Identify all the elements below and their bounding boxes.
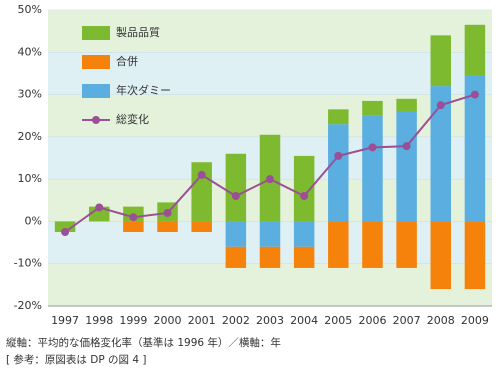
bar-segment bbox=[225, 221, 247, 247]
bar-segment bbox=[396, 98, 417, 112]
legend-marker bbox=[92, 116, 100, 124]
line-point bbox=[163, 208, 172, 217]
x-tick-label: 2007 bbox=[393, 314, 421, 327]
bar-segment bbox=[259, 221, 281, 247]
x-tick-label: 1999 bbox=[119, 314, 147, 327]
x-tick-label: 1998 bbox=[85, 314, 113, 327]
x-tick-label: 2004 bbox=[290, 314, 318, 327]
x-tick-label: 2002 bbox=[222, 314, 250, 327]
grid-band bbox=[48, 94, 492, 137]
line-point bbox=[231, 192, 240, 201]
bar-segment bbox=[54, 221, 76, 232]
legend-label: 総変化 bbox=[116, 112, 149, 126]
y-tick-label: 0% bbox=[25, 214, 42, 227]
bar-segment bbox=[464, 24, 486, 76]
bar-segment bbox=[225, 153, 247, 222]
x-tick-label: 2000 bbox=[154, 314, 182, 327]
line-point bbox=[266, 175, 274, 184]
bar-segment bbox=[362, 221, 383, 268]
line-point bbox=[470, 90, 479, 99]
bar-segment bbox=[328, 109, 349, 125]
line-point bbox=[197, 170, 206, 179]
line-point bbox=[402, 142, 411, 151]
axis-note: 縦軸：平均的な価格変化率（基準は 1996 年）／横軸：年 bbox=[6, 336, 281, 349]
y-tick-label: -20% bbox=[14, 299, 42, 312]
bar-segment bbox=[293, 155, 315, 222]
bar-segment bbox=[328, 124, 349, 222]
legend-swatch bbox=[82, 84, 110, 98]
bar-segment bbox=[464, 221, 486, 290]
bar-segment bbox=[123, 221, 144, 232]
line-point bbox=[436, 101, 445, 110]
x-tick-label: 2006 bbox=[358, 314, 386, 327]
source-note: [ 参考：原図表は DP の図 4 ] bbox=[6, 353, 146, 366]
bar-segment bbox=[396, 111, 417, 222]
bar-segment bbox=[225, 246, 247, 268]
bar-segment bbox=[293, 221, 315, 247]
y-tick-label: 10% bbox=[18, 172, 42, 185]
legend-label: 合併 bbox=[116, 54, 138, 68]
x-tick-label: 1997 bbox=[51, 314, 79, 327]
bar-segment bbox=[396, 221, 417, 268]
bar-segment bbox=[259, 246, 281, 268]
y-tick-label: 30% bbox=[18, 88, 42, 101]
line-point bbox=[95, 203, 104, 212]
bar-segment bbox=[362, 100, 383, 116]
legend-label: 製品品質 bbox=[116, 25, 160, 39]
legend-swatch bbox=[82, 55, 110, 69]
bar-segment bbox=[328, 221, 349, 268]
bar-segment bbox=[157, 221, 178, 232]
bar-segment bbox=[362, 115, 383, 222]
line-point bbox=[129, 213, 138, 222]
line-point bbox=[334, 151, 343, 160]
bar-segment bbox=[464, 75, 486, 222]
x-tick-label: 2001 bbox=[188, 314, 216, 327]
y-tick-label: 40% bbox=[18, 45, 42, 58]
y-tick-label: 50% bbox=[18, 3, 42, 16]
x-tick-label: 2003 bbox=[256, 314, 284, 327]
y-tick-label: -10% bbox=[14, 257, 42, 270]
line-point bbox=[61, 228, 70, 236]
y-tick-label: 20% bbox=[18, 130, 42, 143]
line-point bbox=[300, 192, 309, 201]
bar-segment bbox=[430, 35, 452, 87]
bar-segment bbox=[293, 246, 315, 268]
x-tick-label: 2008 bbox=[427, 314, 455, 327]
legend-label: 年次ダミー bbox=[116, 83, 171, 97]
x-tick-label: 2005 bbox=[324, 314, 352, 327]
line-point bbox=[368, 143, 377, 152]
x-tick-label: 2009 bbox=[461, 314, 489, 327]
grid-band bbox=[48, 10, 492, 53]
grid-band bbox=[48, 263, 492, 306]
legend-swatch bbox=[82, 26, 110, 40]
bar-segment bbox=[191, 221, 212, 232]
bar-segment bbox=[430, 221, 452, 290]
bar-segment bbox=[430, 86, 452, 222]
